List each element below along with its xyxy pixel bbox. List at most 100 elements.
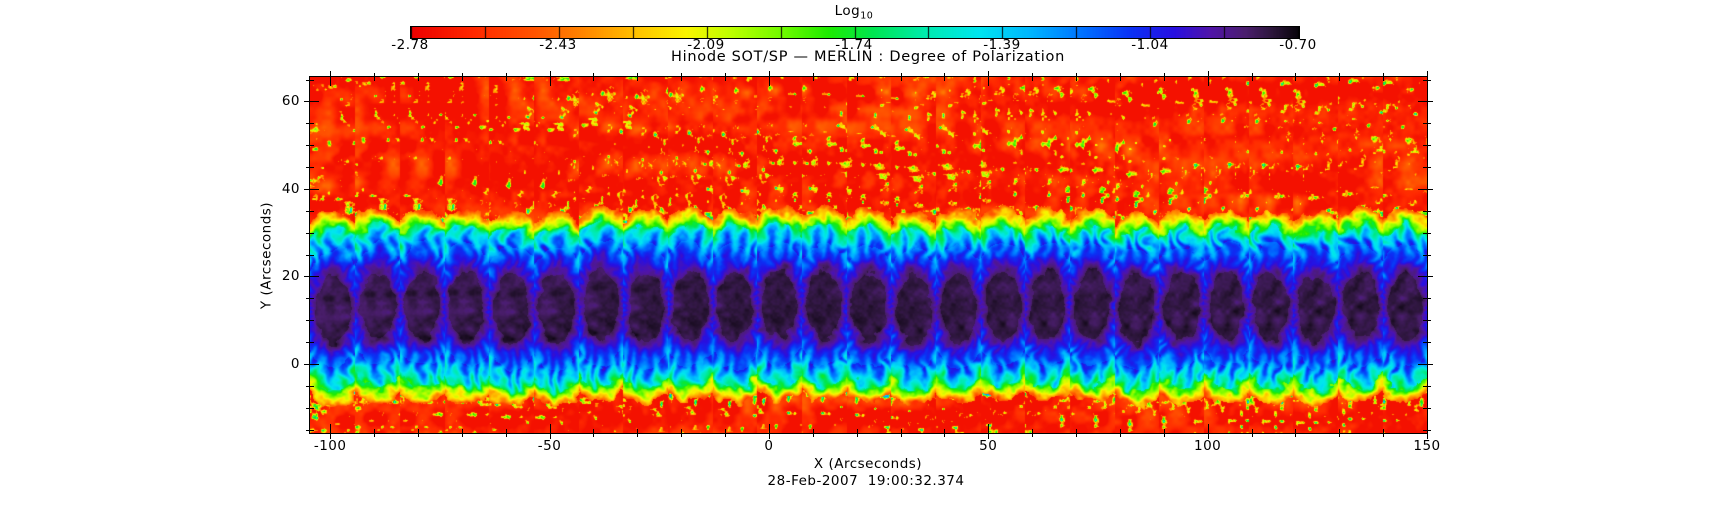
x-minor-tick [462,73,463,81]
x-minor-tick [1339,73,1340,81]
x-minor-tick [374,73,375,81]
colorbar-tick-label: -0.70 [1279,37,1317,53]
x-minor-tick [1339,429,1340,437]
x-major-tick [1208,71,1209,86]
x-minor-tick [637,429,638,437]
x-minor-tick [857,73,858,81]
y-minor-tick [306,430,314,431]
x-major-tick [330,71,331,86]
colorbar-scale-label: Log10 [835,3,874,22]
y-minor-tick [1423,386,1431,387]
x-minor-tick [593,429,594,437]
x-tick-label: 100 [1193,438,1222,454]
y-major-tick [1418,364,1433,365]
x-tick-label: 50 [979,438,998,454]
x-major-tick [769,71,770,86]
colorbar-scale-label-main: Log [834,3,861,19]
y-minor-tick [1423,320,1431,321]
y-minor-tick [306,298,314,299]
x-minor-tick [901,429,902,437]
x-minor-tick [637,73,638,81]
x-minor-tick [857,429,858,437]
y-minor-tick [306,145,314,146]
y-minor-tick [306,320,314,321]
x-major-tick [988,424,989,439]
x-minor-tick [1164,73,1165,81]
x-tick-label: 0 [764,438,774,454]
y-minor-tick [1423,123,1431,124]
y-major-tick [1418,101,1433,102]
x-minor-tick [418,73,419,81]
x-minor-tick [813,429,814,437]
y-minor-tick [1423,211,1431,212]
x-minor-tick [1295,73,1296,81]
x-major-tick [550,71,551,86]
plot-title: Hinode SOT/SP — MERLIN : Degree of Polar… [671,49,1065,65]
y-minor-tick [1423,145,1431,146]
x-minor-tick [725,429,726,437]
x-minor-tick [681,429,682,437]
y-minor-tick [1423,430,1431,431]
x-minor-tick [901,73,902,81]
x-minor-tick [418,429,419,437]
x-minor-tick [725,73,726,81]
y-minor-tick [1423,255,1431,256]
y-minor-tick [306,342,314,343]
y-minor-tick [306,211,314,212]
x-minor-tick [1295,429,1296,437]
x-minor-tick [1120,73,1121,81]
x-minor-tick [1252,429,1253,437]
x-minor-tick [1032,429,1033,437]
colorbar-scale-label-sub: 10 [860,10,874,22]
colorbar-tick-label: -2.78 [391,37,429,53]
y-major-tick [1418,276,1433,277]
x-major-tick [330,424,331,439]
x-axis-label: X (Arcseconds) [813,456,923,472]
x-tick-label: -50 [537,438,562,454]
x-major-tick [1208,424,1209,439]
colorbar-tick-label: -2.43 [539,37,577,53]
timestamp: 28-Feb-2007 19:00:32.374 [767,473,965,489]
x-major-tick [550,424,551,439]
x-minor-tick [1032,73,1033,81]
heatmap-image [310,77,1427,433]
colorbar-tick-label: -1.04 [1131,37,1169,53]
y-minor-tick [306,167,314,168]
colorbar-gradient [410,26,1300,39]
x-minor-tick [1076,429,1077,437]
y-minor-tick [306,80,314,81]
y-tick-label: 20 [281,268,300,285]
x-major-tick [988,71,989,86]
x-major-tick [1427,71,1428,86]
x-minor-tick [681,73,682,81]
y-major-tick [304,276,319,277]
x-minor-tick [944,429,945,437]
y-minor-tick [306,123,314,124]
x-major-tick [1427,424,1428,439]
colorbar-tick-label: -1.74 [835,37,873,53]
x-minor-tick [1076,73,1077,81]
y-axis-label: Y (Arcseconds) [258,201,275,310]
y-minor-tick [306,255,314,256]
x-minor-tick [1383,73,1384,81]
y-minor-tick [1423,408,1431,409]
y-minor-tick [1423,342,1431,343]
y-tick-label: 40 [281,180,300,197]
y-minor-tick [1423,80,1431,81]
x-minor-tick [462,429,463,437]
x-minor-tick [593,73,594,81]
y-minor-tick [1423,167,1431,168]
y-major-tick [304,189,319,190]
x-minor-tick [813,73,814,81]
x-minor-tick [374,429,375,437]
y-minor-tick [306,386,314,387]
y-minor-tick [306,233,314,234]
x-minor-tick [944,73,945,81]
y-minor-tick [1423,298,1431,299]
y-tick-label: 0 [290,355,300,372]
x-minor-tick [1252,73,1253,81]
x-minor-tick [1120,429,1121,437]
colorbar-tick-label: -2.09 [687,37,725,53]
y-major-tick [1418,189,1433,190]
